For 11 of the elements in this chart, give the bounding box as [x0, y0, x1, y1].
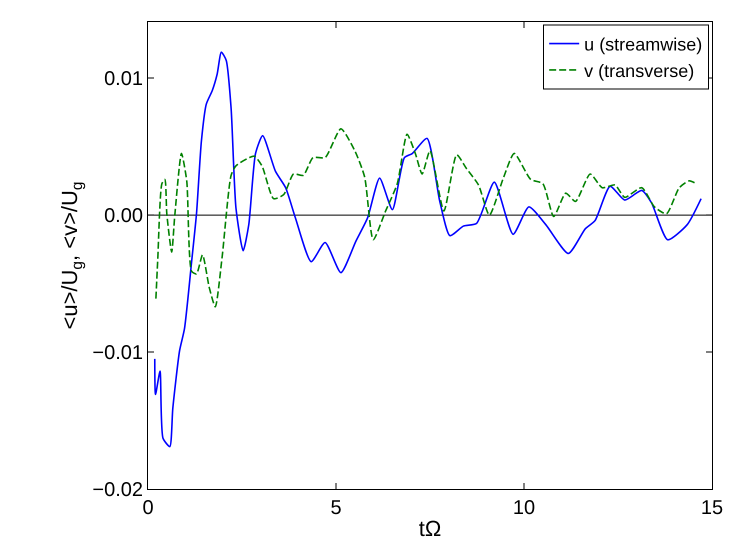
x-tick-label: 0	[142, 497, 154, 519]
x-tick-label: 5	[330, 497, 342, 519]
legend-label: u (streamwise)	[584, 34, 702, 55]
x-tick-label: 15	[700, 497, 724, 519]
y-tick-label: 0.01	[104, 68, 143, 90]
y-tick-label: 0.00	[104, 205, 143, 228]
x-tick-label: 10	[512, 497, 536, 519]
y-tick-label: −0.01	[92, 342, 143, 364]
x-axis-title: tΩ	[418, 516, 442, 541]
legend-label: v (transverse)	[584, 60, 694, 81]
y-tick-label: −0.02	[92, 479, 143, 501]
